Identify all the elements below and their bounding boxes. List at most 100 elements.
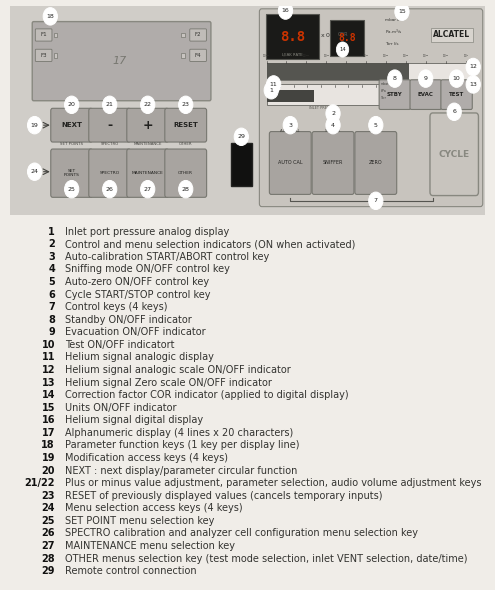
Text: Helium signal Zero scale ON/OFF indicator: Helium signal Zero scale ON/OFF indicato… <box>64 378 271 388</box>
Text: 8: 8 <box>48 314 55 325</box>
Circle shape <box>419 70 433 87</box>
Text: TEST: TEST <box>449 92 464 97</box>
Circle shape <box>102 96 117 113</box>
Text: MAINTENANCE menu selection key: MAINTENANCE menu selection key <box>64 541 235 551</box>
Text: 21/22: 21/22 <box>25 478 55 488</box>
Text: 6: 6 <box>49 290 55 300</box>
Text: COR: COR <box>337 32 348 38</box>
Text: LEAK RATE: LEAK RATE <box>282 53 303 57</box>
Text: Correction factor COR indicator (applied to digital display): Correction factor COR indicator (applied… <box>64 390 348 400</box>
Text: 17: 17 <box>42 428 55 438</box>
Text: 13: 13 <box>42 378 55 388</box>
Bar <box>266 63 409 80</box>
Text: F3: F3 <box>40 53 47 58</box>
Bar <box>53 53 57 58</box>
Text: NEXT : next display/parameter circular function: NEXT : next display/parameter circular f… <box>64 466 297 476</box>
Text: 10: 10 <box>42 340 55 350</box>
FancyBboxPatch shape <box>355 132 396 195</box>
Text: Units ON/OFF indicator: Units ON/OFF indicator <box>64 402 176 412</box>
Text: RESET of previously displayed values (cancels temporary inputs): RESET of previously displayed values (ca… <box>64 491 382 501</box>
Text: 9: 9 <box>49 327 55 337</box>
Circle shape <box>179 181 193 198</box>
Text: 28: 28 <box>42 553 55 563</box>
Text: 8.8: 8.8 <box>280 30 305 44</box>
Text: F4: F4 <box>195 53 201 58</box>
Circle shape <box>326 116 340 134</box>
Text: $10^{-12}$: $10^{-12}$ <box>262 53 271 60</box>
FancyBboxPatch shape <box>441 80 472 110</box>
Text: $10^{-10}$: $10^{-10}$ <box>302 53 311 60</box>
FancyBboxPatch shape <box>410 80 442 110</box>
Text: SPECTRO: SPECTRO <box>100 142 119 146</box>
Text: ALCATEL: ALCATEL <box>433 31 470 40</box>
Text: 20: 20 <box>42 466 55 476</box>
Text: $10^{-4}$: $10^{-4}$ <box>383 53 390 60</box>
Text: kPa: kPa <box>381 90 386 93</box>
Text: 21: 21 <box>106 102 114 107</box>
Text: Auto-zero ON/OFF control key: Auto-zero ON/OFF control key <box>64 277 209 287</box>
Text: Control and menu selection indicators (ON when activated): Control and menu selection indicators (O… <box>64 240 355 249</box>
Text: SNIFFER: SNIFFER <box>323 160 343 165</box>
Text: 27: 27 <box>42 541 55 551</box>
Bar <box>266 63 471 80</box>
Circle shape <box>266 76 281 93</box>
Circle shape <box>326 105 340 122</box>
Text: mbar: mbar <box>381 83 389 87</box>
Text: 18: 18 <box>42 440 55 450</box>
Text: 17: 17 <box>112 56 126 66</box>
Text: $10^{-3}$: $10^{-3}$ <box>402 53 410 60</box>
Text: SNIFFER: SNIFFER <box>325 129 341 133</box>
Text: 12: 12 <box>42 365 55 375</box>
FancyBboxPatch shape <box>379 80 410 110</box>
Text: 28: 28 <box>182 186 190 192</box>
Circle shape <box>28 116 42 134</box>
Text: Menu selection access keys (4 keys): Menu selection access keys (4 keys) <box>64 503 242 513</box>
FancyBboxPatch shape <box>127 149 169 197</box>
Text: Test ON/OFF indicatort: Test ON/OFF indicatort <box>64 340 174 350</box>
Text: F1: F1 <box>40 32 47 38</box>
Text: Alphanumeric display (4 lines x 20 characters): Alphanumeric display (4 lines x 20 chara… <box>64 428 293 438</box>
Text: 8: 8 <box>393 76 397 81</box>
Text: AUTO CAL: AUTO CAL <box>280 129 300 133</box>
Text: Parameter function keys (1 key per display line): Parameter function keys (1 key per displ… <box>64 440 299 450</box>
Text: x $\it{0}$: x $\it{0}$ <box>320 31 332 39</box>
Text: 4: 4 <box>331 123 335 127</box>
FancyBboxPatch shape <box>165 149 206 197</box>
Circle shape <box>43 8 57 25</box>
Circle shape <box>179 96 193 113</box>
Text: OTHER: OTHER <box>179 142 193 146</box>
FancyBboxPatch shape <box>35 49 52 61</box>
Text: 24: 24 <box>31 169 39 174</box>
Circle shape <box>449 70 464 87</box>
Text: OTHER menus selection key (test mode selection, inlet VENT selection, date/time): OTHER menus selection key (test mode sel… <box>64 553 467 563</box>
Text: 25: 25 <box>68 186 76 192</box>
Text: $10^{0}$: $10^{0}$ <box>463 53 469 60</box>
FancyBboxPatch shape <box>51 109 93 142</box>
Bar <box>266 90 314 102</box>
Text: 15: 15 <box>398 9 406 14</box>
Text: 29: 29 <box>237 135 246 139</box>
Text: 10: 10 <box>453 76 460 81</box>
Text: ZERO: ZERO <box>369 160 383 165</box>
Text: 15: 15 <box>42 402 55 412</box>
Text: Inlet port pressure analog display: Inlet port pressure analog display <box>64 227 229 237</box>
Text: 22: 22 <box>144 102 151 107</box>
Circle shape <box>369 192 383 209</box>
Text: 5: 5 <box>374 123 378 127</box>
Text: Cycle START/STOP control key: Cycle START/STOP control key <box>64 290 210 300</box>
Text: 7: 7 <box>49 302 55 312</box>
Text: MAINTENANCE: MAINTENANCE <box>134 142 162 146</box>
Text: MAINTENANCE: MAINTENANCE <box>132 171 164 175</box>
Text: $10^{-5}$: $10^{-5}$ <box>362 53 370 60</box>
Text: 23: 23 <box>42 491 55 501</box>
FancyBboxPatch shape <box>330 20 364 56</box>
Circle shape <box>64 96 79 113</box>
Text: 13: 13 <box>469 82 477 87</box>
Circle shape <box>337 42 348 57</box>
Text: ZERO: ZERO <box>370 129 381 133</box>
Text: Auto-calibration START/ABORT control key: Auto-calibration START/ABORT control key <box>64 252 269 262</box>
Circle shape <box>64 181 79 198</box>
Text: 23: 23 <box>182 102 190 107</box>
Text: Modification access keys (4 keys): Modification access keys (4 keys) <box>64 453 228 463</box>
Text: -: - <box>107 119 112 132</box>
